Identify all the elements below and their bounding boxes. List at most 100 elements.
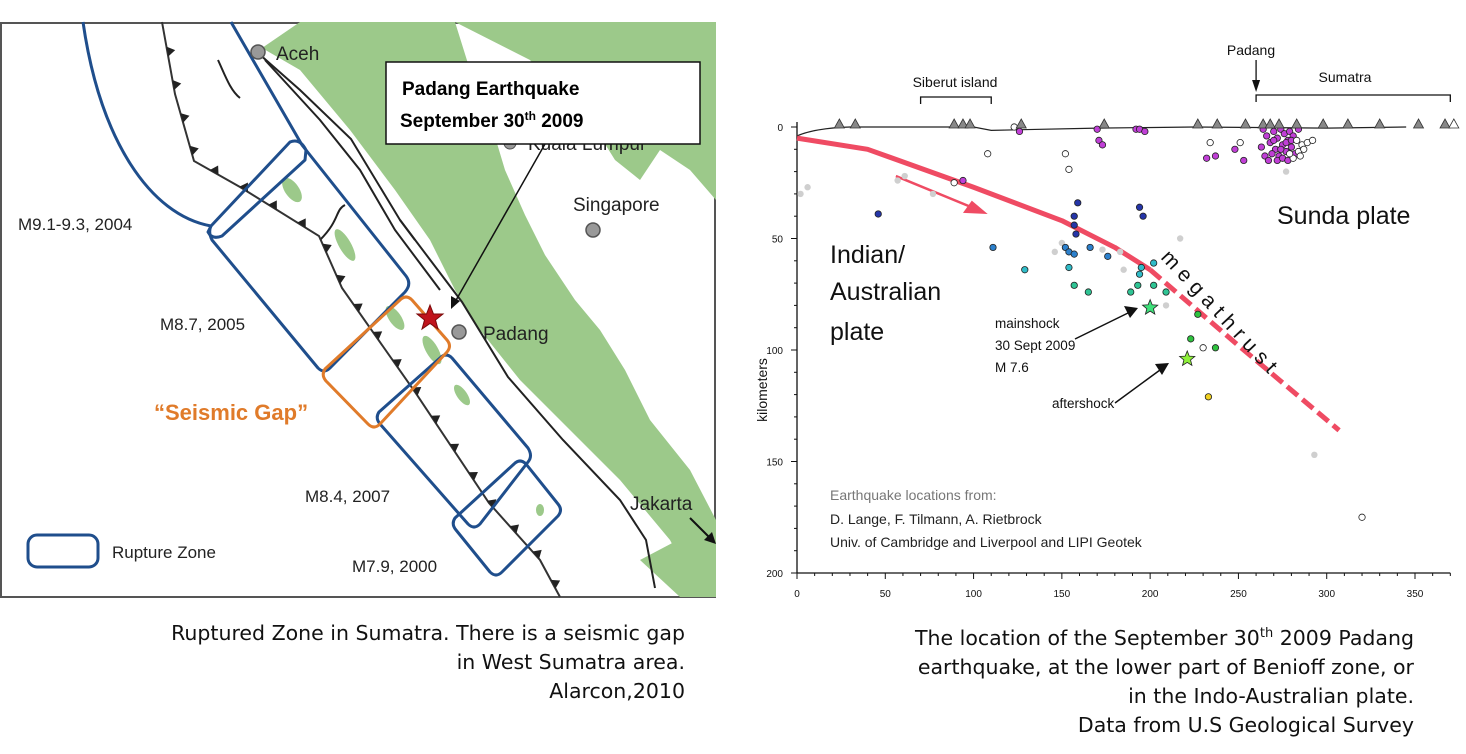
earthquake-point-hollow: [1358, 513, 1366, 521]
earthquake-point-purple: [1284, 136, 1292, 144]
x-tick-label: 200: [1142, 589, 1159, 600]
callout-box: [385, 61, 701, 145]
volcano-icon: [1412, 118, 1425, 129]
legend-rupture-zone-label: Rupture Zone: [112, 543, 216, 562]
earthquake-point-purple: [1278, 154, 1287, 162]
fault-lines: [217, 52, 656, 589]
mainshock-label-3: M 7.6: [995, 360, 1029, 375]
volcano-icon: [1342, 118, 1354, 129]
earthquake-point-purple: [1289, 132, 1297, 140]
sumatra-land: [262, 22, 716, 597]
earthquake-point-hollow: [950, 179, 958, 187]
aftershock-star-icon: [1178, 349, 1196, 367]
earthquake-point-teal: [1135, 270, 1144, 278]
earthquake-point-purple: [1098, 141, 1107, 149]
mainshock-label-2: 30 Sept 2009: [995, 338, 1075, 353]
earthquake-point-purple: [1282, 147, 1290, 156]
earthquake-point-blue: [1104, 252, 1112, 260]
zone-label-2000: M7.9, 2000: [352, 557, 437, 576]
top-label-siberut: Siberut island: [913, 74, 998, 90]
earthquake-point-blue: [1070, 250, 1078, 258]
volcano-icon: [1317, 118, 1329, 129]
earthquake-point-hollow: [1236, 139, 1244, 147]
earthquake-point-blue: [1086, 243, 1094, 252]
earthquake-point-hollow: [1199, 344, 1207, 352]
island: [536, 504, 544, 516]
earthquake-point-seagreen: [1150, 281, 1158, 289]
earthquake-point-yellow: [1204, 393, 1213, 401]
earthquake-point-hollow: [1300, 145, 1308, 153]
seismic-gap-zone: [321, 295, 451, 429]
city-label-jakarta: Jakarta: [630, 494, 693, 515]
city-marker-aceh: [250, 44, 266, 60]
earthquake-point-purple: [1282, 139, 1290, 147]
y-tick-label: 100: [766, 346, 783, 357]
earthquake-point-gray: [1282, 168, 1290, 175]
city-label-padang: Padang: [483, 324, 549, 345]
x-tick-label: 0: [794, 589, 800, 600]
trench-tooth: [430, 415, 441, 425]
earthquake-point-blue: [989, 243, 997, 252]
earthquake-point-purple: [1203, 154, 1211, 162]
earthquake-point-seagreen: [1084, 288, 1092, 296]
earthquake-point-hollow: [1010, 123, 1018, 131]
arrowhead: [704, 532, 716, 544]
earthquake-point-gray: [1058, 239, 1066, 247]
island: [422, 335, 442, 365]
caption-right-line-1: The location of the September 30th 2009 …: [915, 625, 1414, 650]
earthquake-point-purple: [1284, 156, 1292, 165]
earthquake-point-purple: [1277, 145, 1285, 153]
credit-line-1: Earthquake locations from:: [830, 487, 997, 503]
volcano-icon: [1439, 118, 1451, 129]
earthquake-point-seagreen: [1127, 288, 1135, 296]
earthquake-point-blue: [1065, 248, 1073, 256]
trench-tooth: [392, 359, 402, 368]
chart-marks: [796, 118, 1460, 521]
earthquake-point-teal: [1065, 263, 1073, 272]
y-tick-label: 0: [777, 123, 783, 134]
arrowhead: [1252, 80, 1261, 92]
trench-tooth: [468, 471, 478, 481]
trench-tooth: [532, 549, 542, 559]
x-tick-label: 50: [880, 589, 892, 600]
rupture-zone-2007: [375, 353, 532, 529]
volcano-icon: [1211, 118, 1223, 129]
earthquake-point-seagreen: [1162, 288, 1170, 296]
callout-title: Padang Earthquake: [402, 79, 579, 100]
volcano-icon: [1374, 118, 1386, 129]
trench-tooth: [336, 274, 346, 284]
earthquake-point-darkblue: [1070, 212, 1078, 220]
caption-right-line-4: Data from U.S Geological Survey: [1077, 712, 1414, 737]
earthquake-point-purple: [1280, 130, 1288, 138]
earthquake-point-gray: [1099, 246, 1106, 253]
earthquake-point-gray: [894, 177, 901, 184]
earthquake-point-hollow: [1308, 136, 1317, 144]
earthquake-point-purple: [1266, 139, 1274, 147]
callout-arrow: [454, 143, 546, 303]
city-label-aceh: Aceh: [276, 44, 319, 65]
trench-tooth: [189, 145, 199, 156]
volcano-icon: [1192, 118, 1204, 129]
earthquake-point-gray: [1176, 235, 1184, 242]
earthquake-point-hollow: [1061, 150, 1069, 158]
arrowhead: [1155, 363, 1169, 375]
earthquake-point-purple: [1287, 136, 1296, 144]
java-land: [640, 520, 716, 597]
earthquake-point-purple: [1095, 136, 1103, 144]
chart-axes: 0 50 100 150 200 250 300 350 0 50 100 150 200: [766, 60, 1451, 600]
credit-line-3: Univ. of Cambridge and Liverpool and LIP…: [830, 534, 1143, 550]
earthquake-point-hollow: [1206, 139, 1214, 147]
earthquake-point-seagreen: [1070, 281, 1078, 289]
earthquake-point-seagreen: [1134, 281, 1142, 289]
x-tick-label: 250: [1230, 589, 1247, 600]
earthquake-point-purple: [1294, 125, 1303, 133]
sunda-trench: [161, 21, 561, 598]
rupture-zone-2000: [451, 459, 562, 577]
earthquake-point-teal: [1137, 263, 1145, 272]
rupture-zone-2004: [81, 21, 304, 228]
sumatra-bracket: [1255, 94, 1451, 102]
earthquake-point-purple: [1273, 156, 1281, 165]
legend-rupture-zone-swatch: [26, 533, 100, 569]
volcano-icon: [1273, 118, 1285, 129]
city-label-singapore: Singapore: [573, 195, 660, 216]
